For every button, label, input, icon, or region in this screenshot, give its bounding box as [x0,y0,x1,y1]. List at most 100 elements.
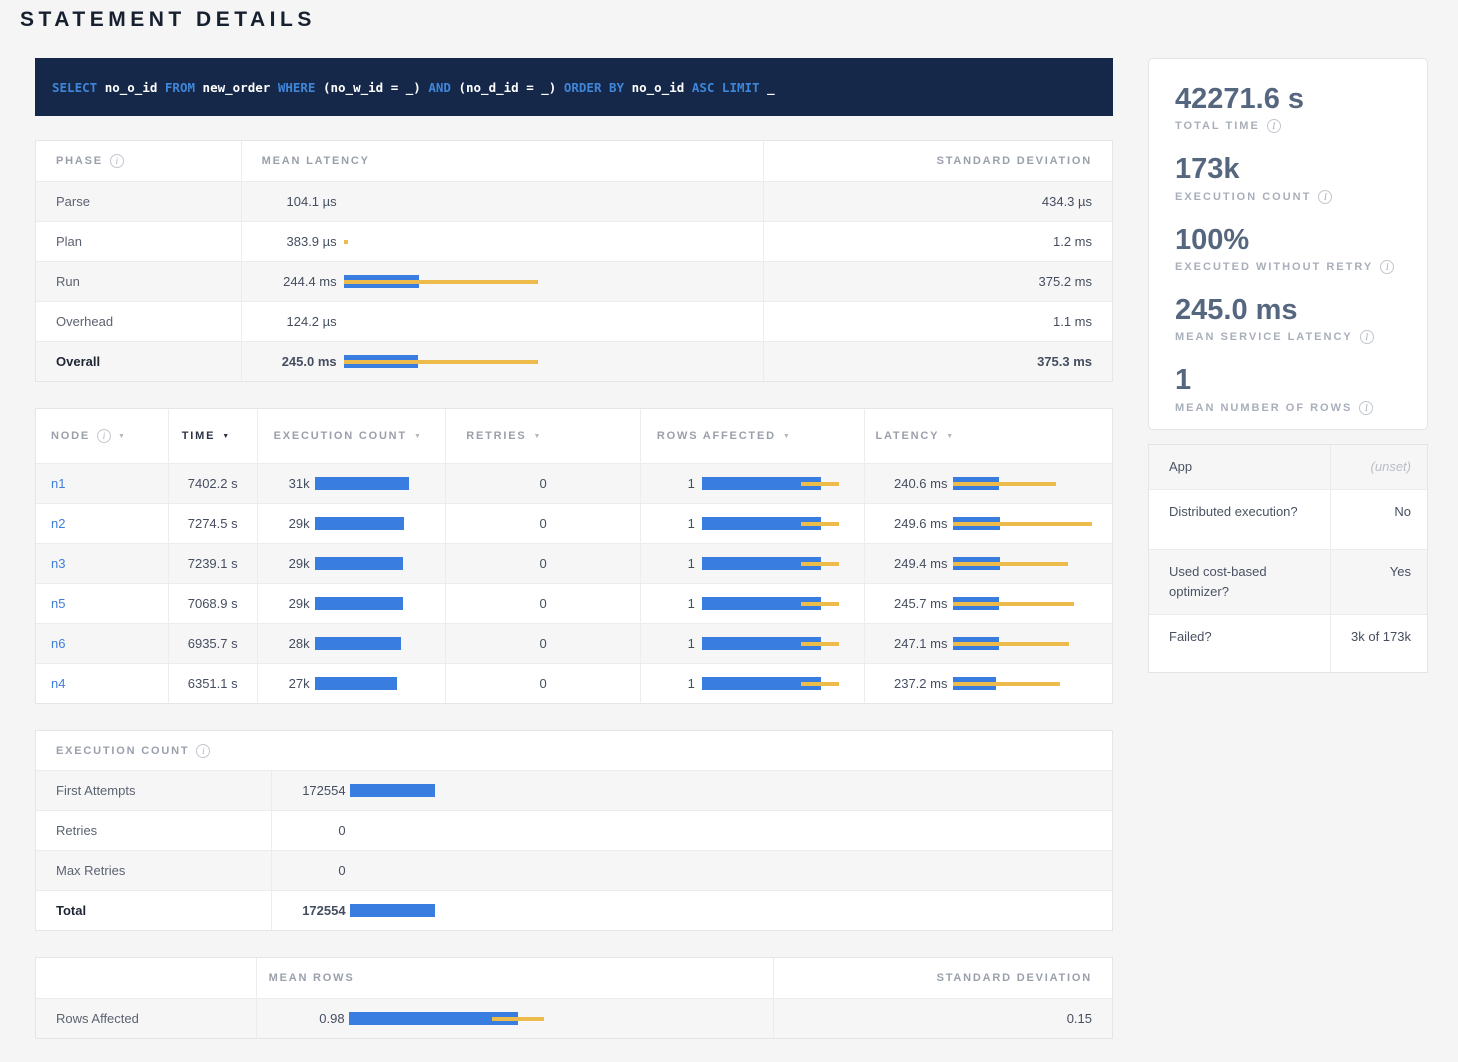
table-row: Failed? 3k of 173k [1149,614,1427,672]
exec-row-value: 172554 [276,783,346,798]
phase-label: Overall [56,354,100,369]
execution-count-value: 27k [274,676,310,691]
std-dev-value: 375.3 ms [1037,354,1092,369]
table-row: Run 244.4 ms 375.2 ms [36,261,1112,301]
execution-count-title: Execution Count [56,745,189,757]
table-row: n2 7274.5 s 29k 0 1 249.6 ms [36,503,1112,543]
mean-rows-bar [349,1012,767,1026]
phase-label: Run [56,274,80,289]
stat-value: 245.0 ms [1175,294,1403,327]
exec-row-value: 0 [276,823,346,838]
mean-latency-value: 124.2 µs [262,314,337,329]
mean-service-latency-info-icon[interactable]: i [1360,330,1374,344]
latency-bar [953,637,1104,651]
statement-details-page: STATEMENT DETAILS SELECT no_o_id FROM ne… [0,0,1458,1039]
retries-value: 0 [539,636,546,651]
latency-bar [953,677,1104,691]
mean-rows-header-label: Mean Rows [269,972,355,984]
latency-bar [344,195,755,209]
latency-value: 249.6 ms [875,516,947,531]
sort-caret-icon: ▼ [414,433,421,440]
execution-count-column-header[interactable]: Execution Count ▼ [257,409,446,463]
stat-label: Execution Count [1175,191,1311,203]
mean-latency-header-label: Mean Latency [262,155,370,167]
property-value: (unset) [1330,445,1427,489]
rows-affected-value: 1 [657,636,695,651]
retries-header-label: Retries [466,430,526,442]
node-info-icon[interactable]: i [97,429,111,443]
execution-count-info-icon[interactable]: i [1318,190,1332,204]
execution-count-bar [315,637,432,651]
std-dev-header-cell: Standard Deviation [763,141,1112,181]
sort-caret-icon: ▼ [118,433,125,440]
exec-row-label: Retries [56,823,97,838]
node-link[interactable]: n1 [51,476,65,491]
rows-affected-value: 1 [657,596,695,611]
rows-affected-bar [702,637,853,651]
execution-count-table: Execution Count i First Attempts 172554 … [35,730,1113,931]
execution-count-value: 31k [274,476,310,491]
rows-affected-column-header[interactable]: Rows Affected ▼ [640,409,865,463]
rows-affected-bar [702,557,853,571]
phase-label: Plan [56,234,82,249]
mean-number-of-rows-info-icon[interactable]: i [1359,401,1373,415]
phase-info-icon[interactable]: i [110,154,124,168]
latency-bar [344,235,755,249]
table-row: Plan 383.9 µs 1.2 ms [36,221,1112,261]
sql-statement-box: SELECT no_o_id FROM new_order WHERE (no_… [35,58,1113,116]
rows-affected-value: 1 [657,476,695,491]
property-value: 3k of 173k [1330,615,1427,672]
rows-affected-bar [702,597,853,611]
time-column-header[interactable]: Time ▼ [168,409,257,463]
rows-affected-bar [702,477,853,491]
stat-mean-service-latency: 245.0 ms Mean Service Latencyi [1175,294,1403,344]
exec-row-value: 0 [276,863,346,878]
time-header-label: Time [182,430,215,442]
node-header-label: Node [51,430,90,442]
node-link[interactable]: n2 [51,516,65,531]
std-dev-header-label: Standard Deviation [937,972,1092,984]
execution-count-bar [315,677,432,691]
execution-count-value: 28k [274,636,310,651]
time-value: 7274.5 s [188,516,238,531]
total-time-info-icon[interactable]: i [1267,119,1281,133]
node-link[interactable]: n5 [51,596,65,611]
execution-count-table-header: Execution Count i [36,731,1112,770]
latency-bar [953,477,1104,491]
node-link[interactable]: n4 [51,676,65,691]
property-label: App [1149,445,1330,489]
node-link[interactable]: n3 [51,556,65,571]
latency-value: 247.1 ms [875,636,947,651]
rows-affected-bar [702,677,853,691]
latency-bar [344,355,755,369]
phase-label: Parse [56,194,90,209]
rows-affected-value: 1 [657,556,695,571]
execution-count-value: 29k [274,596,310,611]
stat-mean-number-of-rows: 1 Mean Number of Rowsi [1175,364,1403,414]
table-row: Retries 0 [36,810,1112,850]
latency-bar [344,275,755,289]
execution-count-bar [315,557,432,571]
table-row: Overall 245.0 ms 375.3 ms [36,341,1112,381]
latency-value: 237.2 ms [875,676,947,691]
latency-column-header[interactable]: Latency ▼ [864,409,1112,463]
exec-row-label: Total [56,903,86,918]
execution-count-bar [315,477,432,491]
table-row: Distributed execution? No [1149,489,1427,549]
node-link[interactable]: n6 [51,636,65,651]
retries-column-header[interactable]: Retries ▼ [445,409,640,463]
std-dev-value: 0.15 [1067,1011,1092,1026]
rows-affected-value: 1 [657,516,695,531]
execution-count-bar [350,904,782,918]
retries-value: 0 [539,676,546,691]
std-dev-value: 1.2 ms [1053,234,1092,249]
property-value: Yes [1330,550,1427,614]
time-value: 7068.9 s [188,596,238,611]
executed-without-retry-info-icon[interactable]: i [1380,260,1394,274]
mean-latency-value: 383.9 µs [262,234,337,249]
summary-stats-card: 42271.6 s Total Timei 173k Execution Cou… [1148,58,1428,430]
latency-header-label: Latency [875,430,939,442]
execution-count-info-icon[interactable]: i [196,744,210,758]
node-column-header[interactable]: Node i ▼ [36,409,168,463]
phase-header-cell: Phase i [36,141,241,181]
